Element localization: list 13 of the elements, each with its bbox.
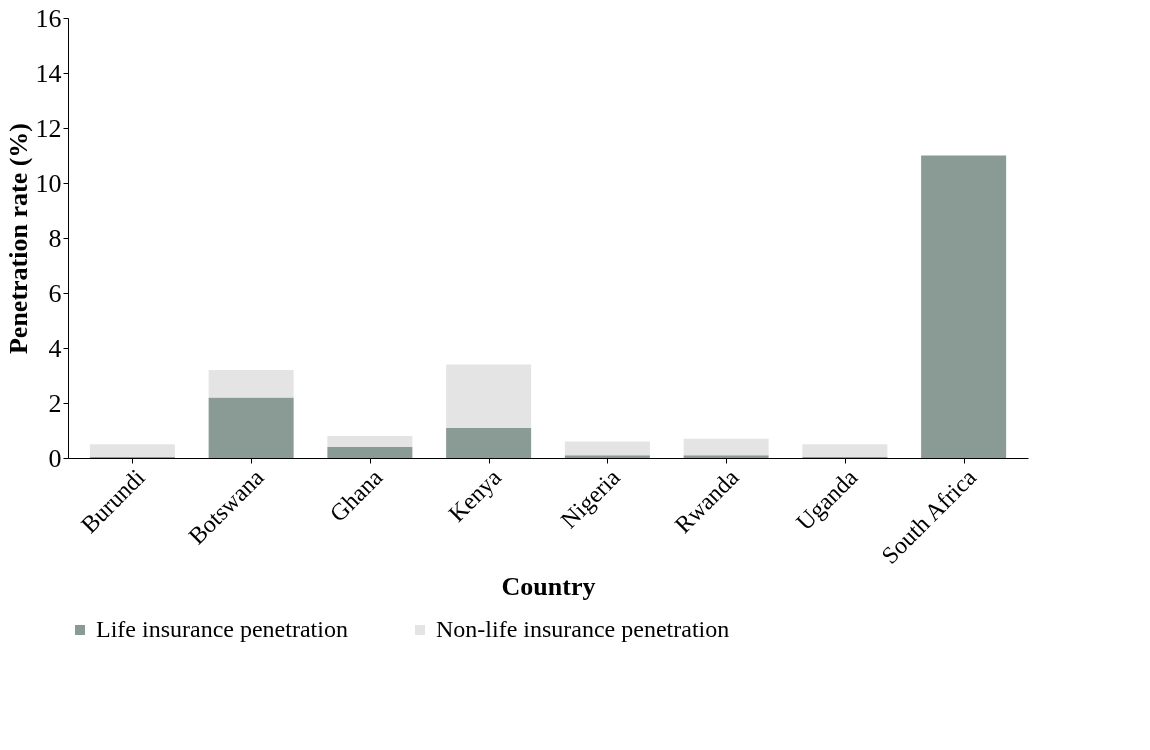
y-tick-label: 12 — [35, 113, 62, 143]
y-tick-label: 14 — [35, 58, 62, 88]
y-tick-label: 6 — [48, 278, 62, 308]
y-tick-label: 8 — [48, 223, 62, 253]
y-tick-label: 0 — [48, 443, 62, 473]
legend-label: Non-life insurance penetration — [436, 616, 730, 642]
x-axis-title: Country — [501, 571, 596, 601]
y-axis-title: Penetration rate (%) — [3, 122, 33, 355]
y-tick-label: 2 — [48, 388, 62, 418]
legend-label: Life insurance penetration — [96, 616, 348, 642]
y-tick-label: 10 — [35, 168, 62, 198]
y-tick-label: 16 — [35, 3, 62, 33]
y-tick-label: 4 — [48, 333, 62, 363]
